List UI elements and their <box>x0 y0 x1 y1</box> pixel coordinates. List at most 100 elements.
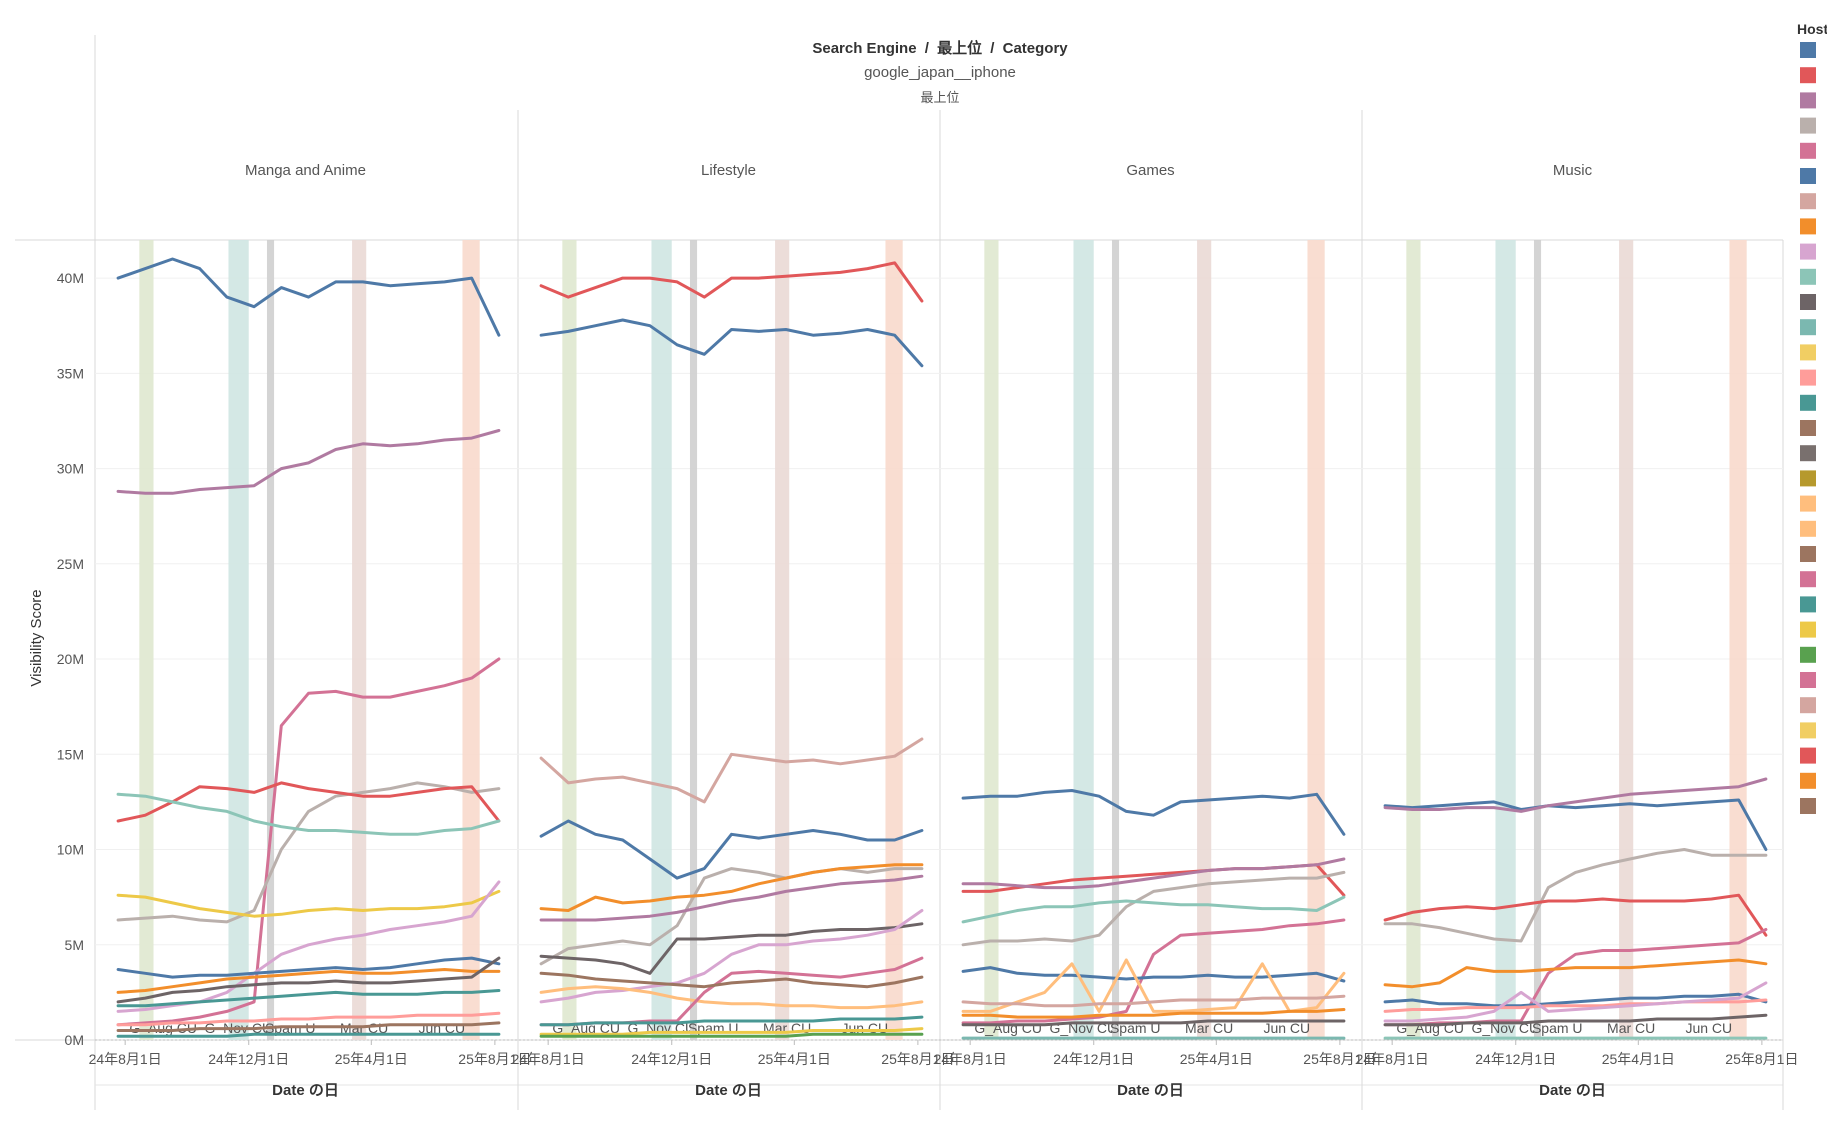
legend-swatch <box>1800 596 1816 613</box>
y-tick-label: 0M <box>65 1032 84 1048</box>
x-axis-title: Date の日 <box>1539 1082 1606 1099</box>
legend-swatch <box>1800 243 1816 260</box>
x-tick-label: 25年8月1日 <box>1303 1051 1376 1067</box>
event-band <box>562 240 577 1040</box>
legend-swatch <box>1800 420 1816 436</box>
event-band <box>885 240 903 1040</box>
series-line <box>539 737 924 804</box>
series-line <box>539 922 924 975</box>
event-band <box>1729 240 1747 1040</box>
series-line <box>961 966 1346 983</box>
event-band <box>1406 240 1421 1040</box>
event-band <box>352 240 367 1040</box>
y-tick-label: 25M <box>57 556 84 572</box>
legend <box>1800 42 1816 814</box>
series-line <box>116 1032 501 1038</box>
series-line <box>539 863 924 912</box>
series-line <box>961 918 1346 1025</box>
series-line <box>116 989 501 1008</box>
event-band <box>228 240 249 1040</box>
header-title: Search Engine / 最上位 / Category <box>812 39 1068 57</box>
y-tick-label: 35M <box>57 365 84 381</box>
event-band <box>1533 240 1542 1040</box>
legend-swatch <box>1800 344 1816 361</box>
event-band <box>689 240 698 1040</box>
legend-swatch <box>1800 42 1816 58</box>
legend-swatch <box>1800 319 1816 336</box>
series-line <box>961 895 1346 924</box>
x-axis-title: Date の日 <box>695 1082 762 1099</box>
series-line <box>539 1015 924 1027</box>
series-line <box>1383 992 1768 1008</box>
event-band-label: Jun CU <box>1263 1020 1310 1036</box>
y-tick-label: 15M <box>57 746 84 762</box>
header-sub-subtitle: 最上位 <box>920 90 959 105</box>
y-tick-label: 30M <box>57 461 84 477</box>
legend-swatch <box>1800 117 1816 134</box>
panel-title: Music <box>1553 162 1593 179</box>
series-line <box>961 857 1346 890</box>
x-axis-title: Date の日 <box>1117 1082 1184 1099</box>
header-subtitle: google_japan__iphone <box>864 64 1016 81</box>
legend-swatch <box>1800 646 1816 663</box>
x-tick-label: 25年8月1日 <box>458 1051 531 1067</box>
series-line <box>539 874 924 922</box>
series-line <box>539 819 924 880</box>
series-line <box>961 789 1346 836</box>
series-line <box>116 956 501 1004</box>
x-tick-label: 25年4月1日 <box>758 1051 831 1067</box>
legend-swatch <box>1800 621 1816 638</box>
series-line <box>1383 958 1768 989</box>
series-line <box>116 257 501 337</box>
series-line <box>1383 777 1768 813</box>
event-band <box>984 240 999 1040</box>
series-line <box>1383 893 1768 937</box>
series-line <box>539 867 924 966</box>
series-line <box>116 968 501 994</box>
series-line <box>539 971 924 989</box>
y-axis-title: Visibility Score <box>28 589 45 686</box>
series-line <box>116 781 501 924</box>
legend-swatch <box>1800 495 1816 512</box>
legend-swatch <box>1800 294 1816 310</box>
legend-swatch <box>1800 394 1816 411</box>
series-line <box>116 792 501 836</box>
x-tick-label: 25年8月1日 <box>1725 1051 1798 1067</box>
series-line <box>116 781 501 823</box>
series-line <box>116 429 501 495</box>
event-band-label: Spam U <box>1532 1020 1583 1036</box>
series-line <box>961 1019 1346 1027</box>
event-band <box>462 240 480 1040</box>
x-tick-label: 24年8月1日 <box>89 1051 162 1067</box>
x-tick-label: 25年4月1日 <box>1180 1051 1253 1067</box>
series-line <box>961 870 1346 947</box>
panel-title: Manga and Anime <box>245 162 366 179</box>
event-band <box>1307 240 1325 1040</box>
series-line <box>539 261 924 303</box>
legend-swatch <box>1800 445 1816 462</box>
legend-swatch <box>1800 470 1816 487</box>
series-line <box>1383 981 1768 1023</box>
event-band <box>775 240 790 1040</box>
legend-swatch <box>1800 697 1816 714</box>
legend-swatch <box>1800 747 1816 764</box>
event-band <box>266 240 275 1040</box>
chart-frame: 40M 35M 30M 25M 20M 15M 10M 5M 0M <box>15 35 1784 1110</box>
series-line <box>961 958 1346 1013</box>
event-band <box>1619 240 1634 1040</box>
legend-swatch <box>1800 92 1816 109</box>
event-band <box>139 240 154 1040</box>
event-band-label: Mar CU <box>1185 1020 1233 1036</box>
legend-swatch <box>1800 571 1816 588</box>
legend-title: Host <box>1797 21 1827 37</box>
x-tick-label: 25年4月1日 <box>1602 1051 1675 1067</box>
legend-swatch <box>1800 772 1816 789</box>
legend-swatch <box>1800 672 1816 688</box>
series-line <box>539 318 924 368</box>
legend-swatch <box>1800 546 1816 562</box>
y-tick-label: 40M <box>57 270 84 286</box>
series-line <box>539 909 924 1004</box>
x-tick-label: 24年12月1日 <box>631 1051 712 1067</box>
